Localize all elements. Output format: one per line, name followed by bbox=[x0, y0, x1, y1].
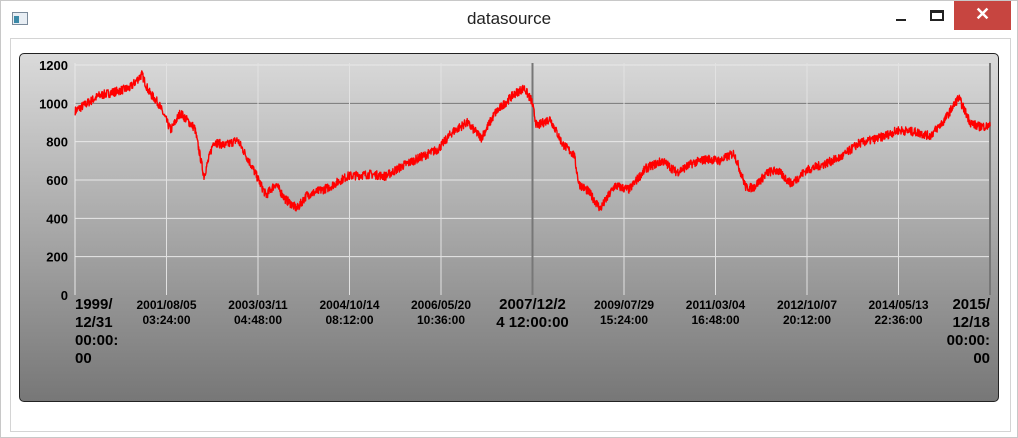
minimize-button[interactable] bbox=[883, 1, 917, 30]
x-axis-ticks: 1999/12/3100:00:002001/08/0503:24:002003… bbox=[75, 296, 991, 367]
x-tick-text: 2009/07/29 bbox=[594, 298, 654, 312]
app-window-icon[interactable] bbox=[12, 12, 28, 25]
y-tick-label: 0 bbox=[61, 288, 68, 303]
x-tick-text: 2014/05/13 bbox=[868, 298, 928, 312]
x-tick-text: 00 bbox=[973, 350, 990, 367]
x-tick-text: 00:00: bbox=[947, 332, 990, 349]
x-tick-text: 1999/ bbox=[75, 296, 113, 313]
x-tick-text: 12/18 bbox=[952, 314, 990, 331]
x-tick-text: 2006/05/20 bbox=[411, 298, 471, 312]
x-tick-text: 4 12:00:00 bbox=[496, 314, 569, 331]
x-tick-text: 2001/08/05 bbox=[136, 298, 196, 312]
y-tick-label: 1200 bbox=[39, 58, 68, 73]
title-bar[interactable]: datasource ✕ bbox=[1, 1, 1017, 38]
x-tick-text: 08:12:00 bbox=[325, 313, 373, 327]
y-axis-ticks: 0 200 400 600 800 1000 1200 bbox=[39, 58, 68, 303]
x-tick-label: 2007/12/24 12:00:00 bbox=[496, 296, 569, 331]
x-tick-text: 12/31 bbox=[75, 314, 113, 331]
x-tick-text: 2004/10/14 bbox=[319, 298, 379, 312]
x-tick-text: 2015/ bbox=[952, 296, 990, 313]
x-tick-text: 22:36:00 bbox=[874, 313, 922, 327]
y-tick-label: 1000 bbox=[39, 96, 68, 111]
x-tick-text: 00:00: bbox=[75, 332, 118, 349]
x-tick-text: 20:12:00 bbox=[783, 313, 831, 327]
chart-panel: 0 200 400 600 800 1000 1200 1999/12/31 00:00: 00… bbox=[19, 53, 999, 402]
x-tick-text: 10:36:00 bbox=[417, 313, 465, 327]
x-tick-text: 03:24:00 bbox=[142, 313, 190, 327]
x-tick-text: 00 bbox=[75, 350, 92, 367]
y-tick-label: 200 bbox=[46, 250, 68, 265]
y-tick-label: 600 bbox=[46, 173, 68, 188]
grid-lines bbox=[75, 63, 990, 295]
x-tick-text: 2012/10/07 bbox=[777, 298, 837, 312]
x-tick-text: 2003/03/11 bbox=[228, 298, 288, 312]
y-tick-label: 400 bbox=[46, 211, 68, 226]
maximize-button[interactable] bbox=[919, 1, 953, 30]
window-title: datasource bbox=[466, 9, 552, 28]
series-layer bbox=[74, 70, 991, 212]
axes bbox=[74, 63, 991, 295]
x-tick-text: 15:24:00 bbox=[600, 313, 648, 327]
x-tick-text: 16:48:00 bbox=[691, 313, 739, 327]
close-button[interactable]: ✕ bbox=[954, 1, 1011, 30]
x-tick-text: 2011/03/04 bbox=[686, 298, 746, 312]
y-tick-label: 800 bbox=[46, 135, 68, 150]
x-tick-text: 04:48:00 bbox=[234, 313, 282, 327]
close-icon: ✕ bbox=[974, 4, 991, 24]
series-line bbox=[74, 70, 991, 212]
x-tick-text: 2007/12/2 bbox=[499, 296, 566, 313]
